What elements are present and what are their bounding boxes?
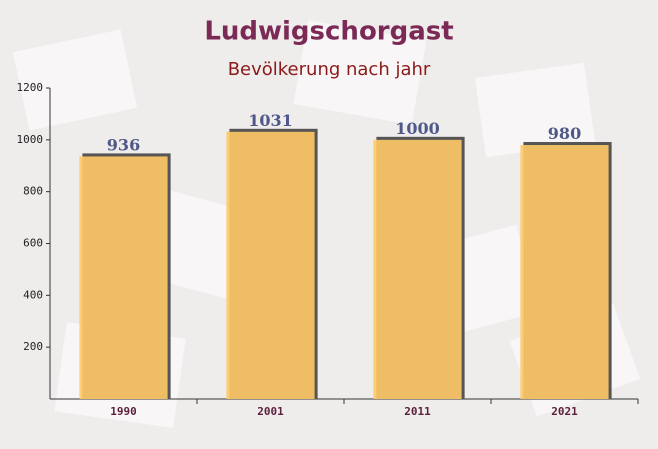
y-tick-label: 800 (23, 185, 43, 198)
y-tick-label: 400 (23, 288, 43, 301)
y-tick-label: 1000 (17, 133, 44, 146)
y-tick-label: 200 (23, 340, 43, 353)
y-tick-label: 600 (23, 237, 43, 250)
x-tick-label: 2011 (404, 405, 431, 418)
value-label: 936 (107, 135, 140, 154)
value-label: 1031 (248, 111, 293, 130)
x-tick-label: 1990 (110, 405, 137, 418)
bar (79, 156, 168, 399)
value-label: 980 (548, 124, 581, 143)
bar (226, 131, 315, 399)
chart-title: Ludwigschorgast (204, 17, 453, 47)
value-label: 1000 (395, 119, 440, 138)
x-tick-label: 2021 (551, 405, 578, 418)
x-tick-label: 2001 (257, 405, 284, 418)
bar (373, 139, 462, 400)
y-tick-label: 1200 (17, 81, 44, 94)
chart-subtitle: Bevölkerung nach jahr (228, 59, 431, 80)
bar (520, 145, 609, 399)
